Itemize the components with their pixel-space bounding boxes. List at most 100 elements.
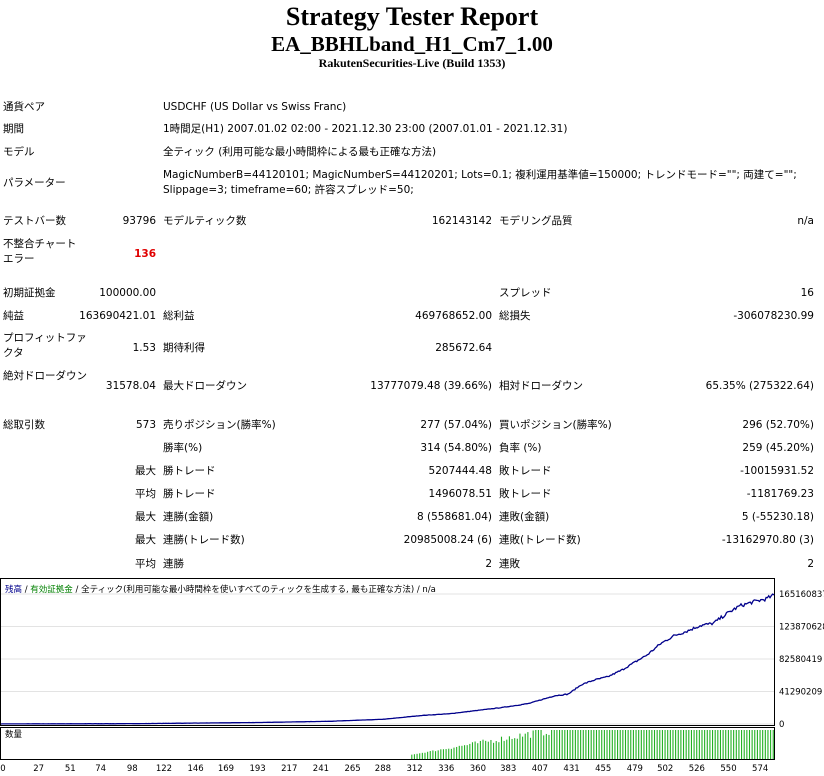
- volume-bar: [543, 735, 545, 759]
- avg-loss-label: 敗トレード: [499, 488, 552, 500]
- volume-bar: [487, 741, 489, 759]
- long-label: 買いポジション(勝率%): [499, 419, 612, 431]
- win-label: 勝率(%): [163, 442, 203, 454]
- volume-bar: [453, 747, 455, 759]
- largest-loss-value: -10015931.52: [740, 465, 814, 477]
- x-tick-label: 288: [375, 764, 391, 774]
- volume-bar: [714, 730, 716, 759]
- volume-bar: [677, 730, 679, 759]
- expected-label: 期待利得: [163, 342, 205, 354]
- volume-bar: [466, 745, 468, 759]
- volume-bar: [519, 733, 521, 759]
- avg-cons-win-value: 2: [485, 558, 492, 570]
- volume-bar: [646, 730, 648, 759]
- volume-bar: [672, 730, 674, 759]
- volume-bar: [506, 739, 508, 759]
- volume-bar: [469, 743, 471, 759]
- volume-bar: [458, 745, 460, 759]
- volume-bar: [572, 730, 574, 759]
- deposit-label: 初期証拠金: [3, 287, 56, 299]
- volume-bar: [556, 730, 558, 759]
- volume-bar: [751, 730, 753, 759]
- x-tick-label: 122: [156, 764, 172, 774]
- balance-line: [0, 593, 775, 725]
- symbol-value: USDCHF (US Dollar vs Swiss Franc): [163, 101, 347, 113]
- spread-value: 16: [800, 287, 814, 299]
- x-tick-label: 0: [0, 764, 5, 774]
- model-label: モデル: [3, 146, 35, 158]
- volume-bar: [725, 730, 727, 759]
- y-tick-label: 0: [779, 720, 784, 730]
- volume-bar: [630, 730, 632, 759]
- volume-bar: [595, 730, 598, 759]
- avg-cons-prefix: 平均: [135, 558, 156, 570]
- volume-bar: [577, 730, 579, 759]
- volume-bar: [461, 745, 463, 759]
- volume-bar: [682, 730, 685, 759]
- bars-value: 93796: [122, 215, 156, 227]
- volume-bar: [471, 742, 474, 759]
- quality-label: モデリング品質: [499, 215, 573, 227]
- volume-bar: [508, 736, 510, 759]
- x-tick-label: 526: [689, 764, 705, 774]
- volume-bar: [656, 730, 658, 759]
- largest-win-label: 勝トレード: [163, 465, 216, 477]
- x-tick-label: 360: [470, 764, 486, 774]
- volume-bar: [701, 730, 703, 759]
- volume-bar: [580, 730, 582, 759]
- largest-win-value: 5207444.48: [428, 465, 492, 477]
- largest-prefix: 最大: [135, 465, 156, 477]
- balance-plot-frame: [0, 578, 775, 726]
- volume-bar: [553, 730, 555, 759]
- volume-bar: [680, 730, 682, 759]
- loss-label: 負率 (%): [499, 442, 542, 454]
- volume-bar: [719, 730, 722, 759]
- volume-bar: [667, 730, 669, 759]
- max-cons-profit-value: 20985008.24 (6): [403, 534, 492, 546]
- volume-bar: [759, 730, 761, 759]
- profit-factor-value: 1.53: [132, 342, 156, 354]
- max-cons-amount-prefix: 最大: [135, 534, 156, 546]
- x-tick-label: 193: [249, 764, 265, 774]
- volume-bars: [411, 730, 774, 759]
- legend-item-0: 残高: [5, 584, 22, 595]
- volume-bar: [532, 730, 534, 759]
- symbol-label: 通貨ペア: [3, 101, 45, 113]
- volume-bar: [464, 745, 466, 759]
- long-value: 296 (52.70%): [742, 419, 814, 431]
- volume-bar: [527, 732, 529, 759]
- quality-value: n/a: [797, 215, 814, 227]
- ea-name: EA_BBHLband_H1_Cm7_1.00: [271, 32, 553, 56]
- volume-plot-frame: [0, 727, 775, 760]
- volume-bar: [685, 730, 687, 759]
- volume-bar: [593, 730, 595, 759]
- profit-factor-label: プロフィットファクタ: [3, 332, 87, 359]
- volume-bar: [566, 730, 568, 759]
- volume-bar: [434, 751, 437, 759]
- bars-label: テストバー数: [3, 215, 66, 227]
- volume-bar: [698, 730, 700, 759]
- volume-bar: [485, 740, 487, 759]
- volume-bar: [756, 730, 758, 759]
- volume-bar: [617, 730, 619, 759]
- avg-win-label: 勝トレード: [163, 488, 216, 500]
- volume-bar: [585, 730, 587, 759]
- avg-win-value: 1496078.51: [428, 488, 492, 500]
- y-tick-label: 82580419: [779, 655, 822, 665]
- x-tick-label: 479: [627, 764, 643, 774]
- max-cons-lossamt-value: -13162970.80 (3): [721, 534, 814, 546]
- volume-bar: [664, 730, 666, 759]
- x-tick-label: 407: [532, 764, 548, 774]
- x-tick-label: 502: [657, 764, 673, 774]
- volume-bar: [590, 730, 592, 759]
- volume-bar: [432, 750, 434, 759]
- x-tick-label: 27: [33, 764, 44, 774]
- volume-bar: [427, 751, 429, 759]
- max-cons-profit-label: 連勝(トレード数): [163, 534, 245, 546]
- volume-bar: [767, 730, 769, 759]
- model-value: 全ティック (利用可能な最小時間枠による最も正確な方法): [163, 146, 437, 158]
- period-value: 1時間足(H1) 2007.01.02 02:00 - 2021.12.30 2…: [163, 123, 568, 135]
- legend-item-3: / 全ティック(利用可能な最小時間枠を使いすべてのティックを生成する, 最も正確…: [73, 584, 436, 595]
- volume-bar: [419, 753, 421, 759]
- abs-drawdown-value: 31578.04: [105, 380, 156, 392]
